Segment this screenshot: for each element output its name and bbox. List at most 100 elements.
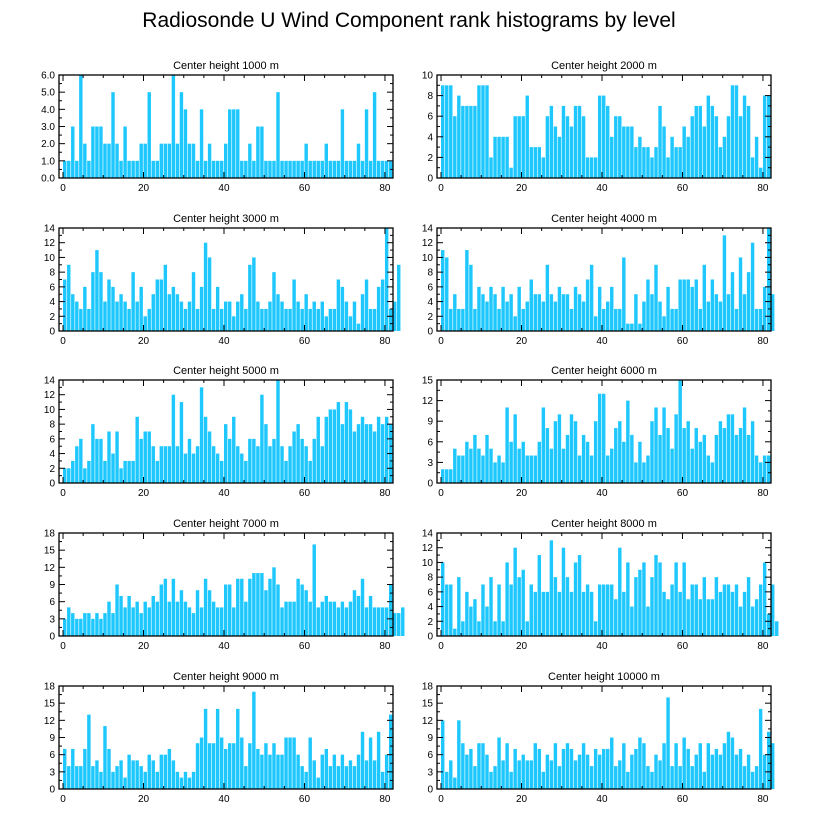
- histogram-bar: [481, 743, 485, 789]
- x-tick-label: 80: [379, 183, 391, 194]
- panel-7: Center height 7000 m 0 20 40 60 80 0 3 6 9 12 15 18: [44, 518, 405, 652]
- histogram-bar: [682, 126, 686, 178]
- histogram-bar: [585, 157, 590, 178]
- histogram-bar: [119, 160, 123, 178]
- x-tick-label: 20: [138, 641, 150, 652]
- histogram-bar: [634, 147, 638, 178]
- histogram-bar: [714, 294, 719, 331]
- histogram-bar: [461, 743, 465, 789]
- histogram-bar: [187, 607, 192, 636]
- panel-title: Center height 2000 m: [551, 60, 657, 72]
- histogram-bar: [565, 294, 570, 331]
- histogram-bar: [199, 737, 204, 789]
- histogram-bar: [461, 308, 465, 331]
- y-tick-label: 4: [49, 449, 55, 460]
- x-tick-label: 60: [677, 488, 689, 499]
- y-tick-label: 12: [44, 563, 56, 574]
- histogram-bar: [553, 421, 558, 483]
- histogram-bar: [232, 416, 236, 483]
- histogram-bar: [630, 126, 634, 178]
- histogram-bar: [131, 607, 135, 636]
- histogram-bar: [248, 743, 252, 789]
- histogram-bar: [159, 279, 164, 331]
- y-tick-label: 6: [427, 437, 433, 448]
- histogram-bar: [63, 748, 67, 789]
- histogram-bar: [682, 428, 686, 483]
- histogram-bar: [589, 455, 594, 483]
- y-tick-label: 0: [49, 327, 55, 338]
- histogram-bar: [449, 85, 453, 178]
- histogram-bar: [215, 708, 220, 789]
- histogram-bar: [376, 607, 381, 636]
- histogram-bar: [252, 691, 256, 789]
- y-tick-label: 12: [44, 238, 56, 249]
- histogram-bar: [107, 748, 111, 789]
- panel-title: Center height 7000 m: [173, 518, 279, 530]
- histogram-bar: [207, 590, 212, 636]
- histogram-bar: [610, 136, 614, 178]
- histogram-bar: [228, 438, 232, 483]
- histogram-bar: [698, 743, 702, 789]
- histogram-bar: [441, 250, 445, 331]
- histogram-bar: [240, 453, 244, 483]
- histogram-bar: [397, 264, 401, 331]
- histogram-bar: [228, 109, 232, 178]
- x-tick-label: 0: [60, 183, 66, 194]
- histogram-bar: [477, 286, 481, 331]
- histogram-bar: [517, 760, 521, 789]
- histogram-bar: [726, 414, 731, 483]
- histogram-bar: [557, 766, 562, 789]
- y-tick-label: 2: [427, 312, 433, 323]
- histogram-bar: [593, 421, 598, 483]
- histogram-bar: [775, 621, 779, 636]
- histogram-bar: [734, 308, 739, 331]
- histogram-bar: [593, 748, 598, 789]
- histogram-bar: [517, 116, 521, 178]
- histogram-bar: [95, 250, 99, 331]
- histogram-bar: [561, 448, 566, 483]
- histogram-bar: [537, 748, 542, 789]
- histogram-bar: [207, 743, 212, 789]
- histogram-bar: [211, 308, 216, 331]
- x-tick-label: 40: [218, 488, 230, 499]
- histogram-bar: [163, 754, 168, 789]
- histogram-bar: [71, 613, 75, 636]
- histogram-bar: [581, 116, 586, 178]
- histogram-bar: [638, 136, 642, 178]
- histogram-bar: [658, 562, 662, 636]
- histogram-bar: [372, 308, 377, 331]
- histogram-bar: [465, 105, 469, 178]
- histogram-bar: [754, 599, 759, 636]
- histogram-bar: [356, 754, 361, 789]
- x-tick-label: 40: [596, 183, 608, 194]
- histogram-bar: [195, 160, 200, 178]
- histogram-bar: [223, 748, 228, 789]
- histogram-bar: [316, 160, 320, 178]
- histogram-bar: [139, 613, 143, 636]
- histogram-bar: [557, 591, 562, 636]
- histogram-bar: [127, 160, 131, 178]
- histogram-bar: [710, 599, 715, 636]
- histogram-bar: [618, 421, 622, 483]
- x-tick-label: 40: [218, 794, 230, 805]
- histogram-bar: [223, 584, 228, 636]
- histogram-bar: [228, 743, 232, 789]
- histogram-bar: [175, 446, 180, 483]
- histogram-bar: [614, 116, 618, 178]
- histogram-bar: [87, 714, 91, 789]
- histogram-bar: [211, 446, 216, 483]
- histogram-bar: [107, 143, 111, 178]
- histogram-bar: [493, 136, 497, 178]
- histogram-bar: [135, 301, 139, 331]
- histogram-bar: [123, 301, 127, 331]
- histogram-bar: [501, 621, 505, 636]
- histogram-bar: [606, 748, 610, 789]
- y-tick-label: 3: [49, 614, 55, 625]
- histogram-bar: [115, 431, 119, 483]
- histogram-bar: [332, 409, 337, 483]
- histogram-bar: [219, 160, 224, 178]
- histogram-bar: [561, 105, 566, 178]
- histogram-bar: [557, 414, 562, 483]
- histogram-bar: [658, 105, 662, 178]
- histogram-bar: [473, 599, 477, 636]
